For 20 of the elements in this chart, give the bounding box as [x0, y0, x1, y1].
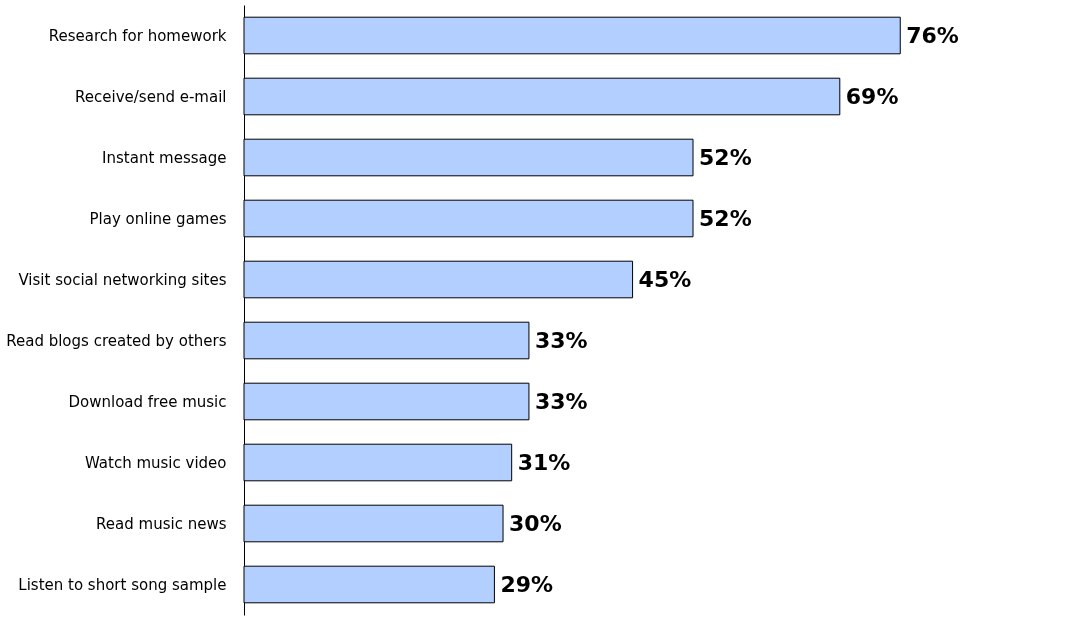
data-label: 52% [699, 205, 752, 231]
data-label: 45% [638, 266, 692, 292]
data-label: 29% [500, 571, 554, 597]
y-tick-label: Research for homework [48, 26, 227, 45]
y-tick-label: Visit social networking sites [18, 270, 227, 289]
y-tick-label: Play online games [89, 209, 227, 228]
y-tick-label: Read music news [96, 514, 227, 533]
data-label: 76% [906, 22, 959, 48]
y-tick-label: Download free music [68, 392, 227, 411]
y-tick-label: Instant message [102, 148, 227, 167]
y-tick-label: Watch music video [84, 453, 227, 472]
data-label: 33% [534, 388, 588, 414]
y-tick-label: Listen to short song sample [18, 575, 227, 594]
data-label: 69% [845, 83, 899, 109]
y-tick-label: Receive/send e-mail [75, 87, 227, 106]
y-tick-label: Read blogs created by others [6, 331, 227, 350]
data-label: 30% [509, 510, 562, 536]
data-label: 33% [534, 327, 588, 353]
data-label: 31% [517, 449, 571, 475]
data-label: 52% [699, 144, 752, 170]
